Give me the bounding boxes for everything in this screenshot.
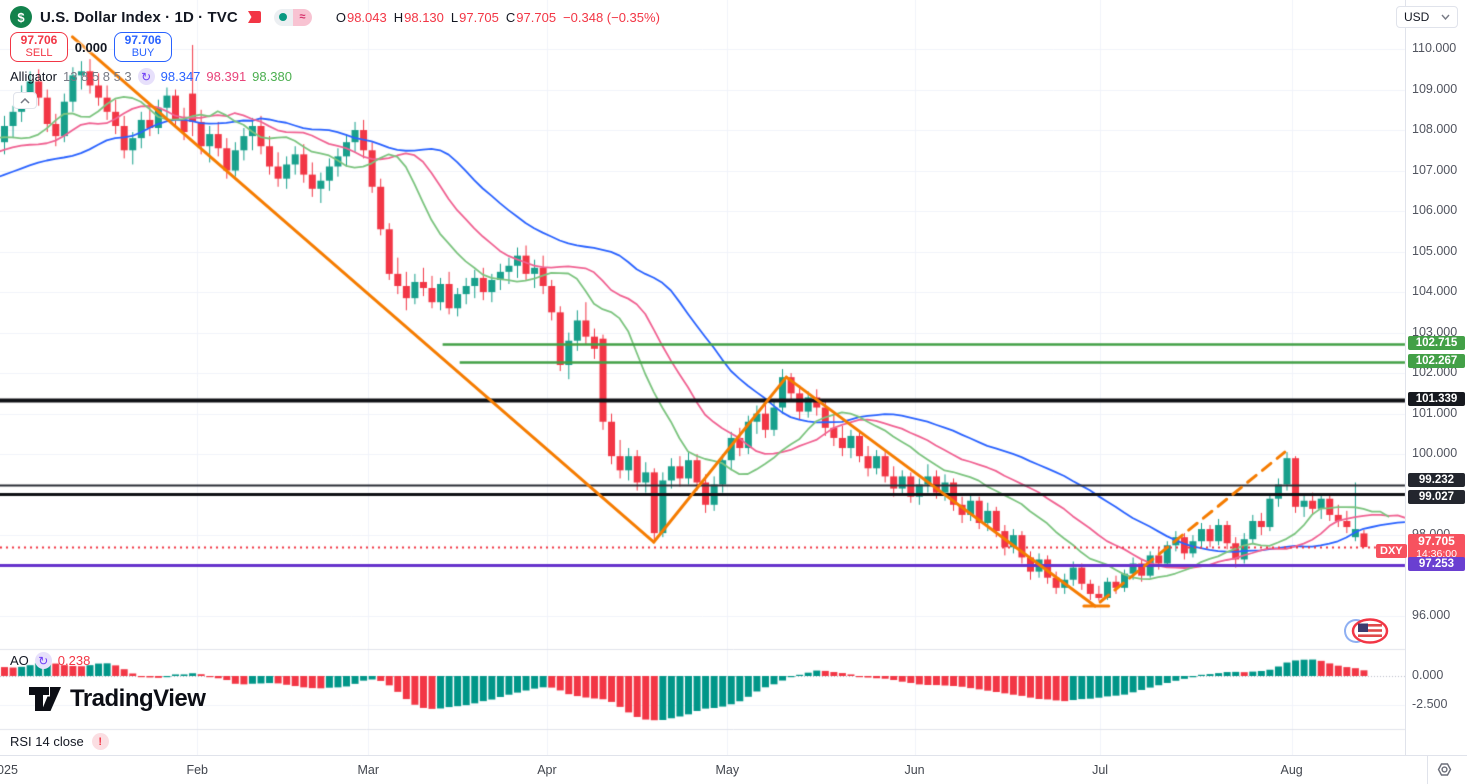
alligator-name[interactable]: Alligator <box>10 69 57 84</box>
buy-button[interactable]: 97.706 BUY <box>114 32 172 62</box>
currency-selector[interactable]: USD <box>1396 6 1458 28</box>
ao-legend: AO ↻ 0.238 <box>10 652 90 669</box>
price-tick-label: 96.000 <box>1412 608 1451 623</box>
time-tick-label: 2025 <box>0 763 18 777</box>
ao-chip-icon[interactable]: ≈ <box>292 8 312 26</box>
warning-icon[interactable]: ! <box>91 733 109 750</box>
time-axis[interactable]: 2025 Feb Mar Apr May Jun Jul Aug <box>0 755 1467 784</box>
price-tick-label: 110.000 <box>1412 41 1457 56</box>
price-level-badge: 97.253 <box>1408 557 1465 572</box>
price-level-badge: 102.267 <box>1408 354 1465 369</box>
close-value: 97.705 <box>516 9 557 25</box>
minimized-indicator-chips[interactable]: ≈ <box>273 8 312 26</box>
flag-icon[interactable] <box>246 9 262 25</box>
alligator-params: 13 8 5 8 5 3 <box>62 69 132 84</box>
ao-value: 0.238 <box>57 653 91 668</box>
rsi-pane-row: RSI 14 close ! <box>10 733 109 750</box>
spread-value: 0.000 <box>74 39 108 55</box>
current-price-value: 97.705 <box>1418 534 1455 549</box>
time-tick-label: Apr <box>537 763 557 777</box>
price-tick-label: 105.000 <box>1412 243 1458 258</box>
price-tick-label: 104.000 <box>1412 284 1458 299</box>
price-tick-label: 103.000 <box>1412 324 1458 339</box>
sell-button[interactable]: 97.706 SELL <box>10 32 68 62</box>
us-flag-event-icon[interactable] <box>1342 616 1390 651</box>
ao-tick-label: -2.500 <box>1412 697 1448 711</box>
sync-icon[interactable]: ↻ <box>34 652 52 669</box>
symbol-title[interactable]: U.S. Dollar Index · 1D · TVC <box>40 8 238 26</box>
change-value: −0.348 (−0.35%) <box>563 9 660 25</box>
alligator-lips-value: 98.380 <box>252 69 292 84</box>
tradingview-logo-icon <box>29 687 61 711</box>
collapse-legend-button[interactable] <box>13 92 37 109</box>
price-tick-label: 108.000 <box>1412 122 1458 137</box>
tradingview-logo-text: TradingView <box>70 685 206 712</box>
price-tick-label: 106.000 <box>1412 203 1458 218</box>
time-tick-label: May <box>715 763 740 777</box>
gear-icon[interactable] <box>1436 761 1453 783</box>
price-tick-label: 101.000 <box>1412 405 1458 420</box>
time-tick-label: Jul <box>1092 763 1109 777</box>
rsi-label[interactable]: RSI 14 close <box>10 734 84 749</box>
source-chip: DXY <box>1376 544 1407 558</box>
time-tick-label: Feb <box>186 763 208 777</box>
alligator-teeth-value: 98.391 <box>206 69 247 84</box>
price-level-badge: 102.715 <box>1408 336 1465 351</box>
price-level-badge: 99.027 <box>1408 489 1465 504</box>
price-tick-label: 107.000 <box>1412 162 1458 177</box>
trade-panel: 97.706 SELL 0.000 97.706 BUY <box>10 32 172 62</box>
alligator-legend: Alligator 13 8 5 8 5 3 ↻ 98.347 98.391 9… <box>10 68 292 85</box>
bar-countdown: 14:36:00 <box>1416 548 1457 561</box>
low-value: 97.705 <box>459 9 499 25</box>
chevron-down-icon <box>1441 14 1450 20</box>
open-value: 98.043 <box>346 9 387 25</box>
ao-tick-label: 0.000 <box>1412 668 1444 682</box>
high-value: 98.130 <box>404 9 444 25</box>
time-tick-label: Mar <box>357 763 379 777</box>
price-level-badge: 101.339 <box>1408 391 1465 406</box>
price-tick-label: 100.000 <box>1412 446 1458 461</box>
time-tick-label: Jun <box>904 763 925 777</box>
price-axis[interactable]: USD 110.000 109.000 108.000 107.000 106.000 1… <box>1396 0 1467 755</box>
ao-name[interactable]: AO <box>10 653 29 668</box>
alligator-jaw-value: 98.347 <box>160 69 201 84</box>
axis-separator <box>1427 756 1428 784</box>
sync-icon[interactable]: ↻ <box>137 68 155 85</box>
chart-header: $ U.S. Dollar Index · 1D · TVC ≈ O98.043… <box>10 5 660 29</box>
symbol-logo-icon: $ <box>10 6 32 28</box>
ohlc-values: O98.043 H98.130 L97.705 C97.705 −0.348 (… <box>335 9 660 25</box>
time-tick-label: Aug <box>1280 763 1303 777</box>
alligator-chip-icon[interactable] <box>273 8 293 26</box>
price-tick-label: 102.000 <box>1412 365 1458 380</box>
tradingview-logo[interactable]: TradingView <box>28 684 206 714</box>
currency-value: USD <box>1404 10 1430 24</box>
price-level-badge: 99.232 <box>1408 473 1465 488</box>
price-tick-label: 109.000 <box>1412 81 1458 96</box>
